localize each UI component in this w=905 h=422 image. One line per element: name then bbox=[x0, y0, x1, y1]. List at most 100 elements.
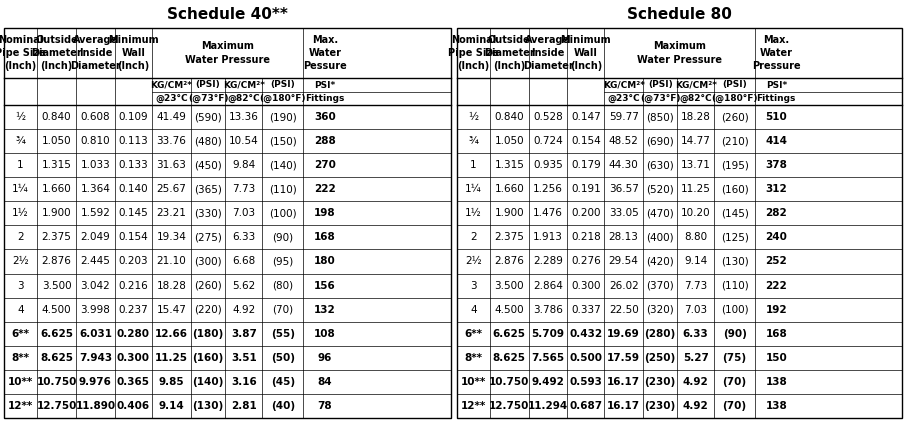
Text: 3.16: 3.16 bbox=[231, 377, 257, 387]
Text: 41.49: 41.49 bbox=[157, 112, 186, 122]
Text: 3: 3 bbox=[471, 281, 477, 291]
Text: 2.375: 2.375 bbox=[42, 233, 71, 242]
Text: (450): (450) bbox=[195, 160, 222, 170]
Text: KG/CM²*: KG/CM²* bbox=[603, 81, 644, 89]
Text: 31.63: 31.63 bbox=[157, 160, 186, 170]
Text: 0.935: 0.935 bbox=[533, 160, 563, 170]
Text: (250): (250) bbox=[644, 353, 676, 363]
Text: 10**: 10** bbox=[8, 377, 33, 387]
Text: 78: 78 bbox=[318, 401, 332, 411]
Text: 18.28: 18.28 bbox=[157, 281, 186, 291]
Text: (140): (140) bbox=[269, 160, 297, 170]
Text: 0.218: 0.218 bbox=[571, 233, 601, 242]
Text: (150): (150) bbox=[269, 136, 297, 146]
Text: 360: 360 bbox=[314, 112, 336, 122]
Text: 378: 378 bbox=[766, 160, 787, 170]
Text: 6.031: 6.031 bbox=[79, 329, 112, 339]
Text: (100): (100) bbox=[269, 208, 297, 218]
Text: (630): (630) bbox=[646, 160, 674, 170]
Text: 48.52: 48.52 bbox=[609, 136, 639, 146]
Text: 6.68: 6.68 bbox=[233, 257, 255, 267]
Text: 2.81: 2.81 bbox=[231, 401, 257, 411]
Text: 9.85: 9.85 bbox=[158, 377, 185, 387]
Text: 252: 252 bbox=[766, 257, 787, 267]
Text: 3.786: 3.786 bbox=[533, 305, 563, 315]
Text: (220): (220) bbox=[195, 305, 222, 315]
Text: KG/CM²*: KG/CM²* bbox=[675, 81, 717, 89]
Text: 10.750: 10.750 bbox=[36, 377, 77, 387]
Text: 270: 270 bbox=[314, 160, 336, 170]
Text: 11.294: 11.294 bbox=[528, 401, 568, 411]
Text: (300): (300) bbox=[195, 257, 222, 267]
Text: 0.500: 0.500 bbox=[569, 353, 603, 363]
Text: 0.179: 0.179 bbox=[571, 160, 601, 170]
Text: 5.709: 5.709 bbox=[531, 329, 565, 339]
Text: (55): (55) bbox=[271, 329, 295, 339]
Text: 15.47: 15.47 bbox=[157, 305, 186, 315]
Text: 7.03: 7.03 bbox=[684, 305, 708, 315]
Text: (400): (400) bbox=[646, 233, 674, 242]
Text: 150: 150 bbox=[766, 353, 787, 363]
Text: 0.145: 0.145 bbox=[119, 208, 148, 218]
Text: ½: ½ bbox=[15, 112, 25, 122]
Text: (50): (50) bbox=[271, 353, 295, 363]
Text: (PSI): (PSI) bbox=[271, 81, 295, 89]
Text: 3.87: 3.87 bbox=[231, 329, 257, 339]
Text: 9.14: 9.14 bbox=[158, 401, 185, 411]
Text: Minimum
Wall
(Inch): Minimum Wall (Inch) bbox=[108, 35, 158, 71]
Text: 0.276: 0.276 bbox=[571, 257, 601, 267]
Text: 2.289: 2.289 bbox=[533, 257, 563, 267]
Text: (275): (275) bbox=[194, 233, 222, 242]
Text: 29.54: 29.54 bbox=[609, 257, 639, 267]
Text: 180: 180 bbox=[314, 257, 336, 267]
Text: PSI*: PSI* bbox=[314, 81, 336, 89]
Text: 0.608: 0.608 bbox=[81, 112, 110, 122]
Text: 3.500: 3.500 bbox=[42, 281, 71, 291]
Text: 4.500: 4.500 bbox=[494, 305, 524, 315]
Text: (260): (260) bbox=[195, 281, 222, 291]
Text: 198: 198 bbox=[314, 208, 336, 218]
Text: 168: 168 bbox=[314, 233, 336, 242]
Text: 0.191: 0.191 bbox=[571, 184, 601, 194]
Text: 2: 2 bbox=[17, 233, 24, 242]
Text: 11.890: 11.890 bbox=[75, 401, 116, 411]
Text: @82°C: @82°C bbox=[680, 94, 712, 103]
Text: Max.
Water
Pessure: Max. Water Pessure bbox=[303, 35, 347, 71]
Text: 13.36: 13.36 bbox=[229, 112, 259, 122]
Text: Maximum
Water Pressure: Maximum Water Pressure bbox=[637, 41, 722, 65]
Text: 1: 1 bbox=[471, 160, 477, 170]
Text: 240: 240 bbox=[766, 233, 787, 242]
Text: (365): (365) bbox=[194, 184, 222, 194]
Text: (420): (420) bbox=[646, 257, 674, 267]
Text: 9.84: 9.84 bbox=[233, 160, 255, 170]
Text: 0.300: 0.300 bbox=[571, 281, 601, 291]
Text: 2.864: 2.864 bbox=[533, 281, 563, 291]
Text: (70): (70) bbox=[272, 305, 293, 315]
Text: 10.750: 10.750 bbox=[489, 377, 529, 387]
Text: 8**: 8** bbox=[12, 353, 30, 363]
Text: 156: 156 bbox=[314, 281, 336, 291]
Text: 21.10: 21.10 bbox=[157, 257, 186, 267]
Text: 3: 3 bbox=[17, 281, 24, 291]
Text: 414: 414 bbox=[766, 136, 787, 146]
Text: 1.660: 1.660 bbox=[42, 184, 71, 194]
Text: 108: 108 bbox=[314, 329, 336, 339]
Text: (90): (90) bbox=[272, 233, 293, 242]
Text: 59.77: 59.77 bbox=[609, 112, 639, 122]
Text: (195): (195) bbox=[720, 160, 748, 170]
Text: 1.900: 1.900 bbox=[42, 208, 71, 218]
Text: Minimum
Wall
(Inch): Minimum Wall (Inch) bbox=[560, 35, 611, 71]
Text: 0.133: 0.133 bbox=[119, 160, 148, 170]
Text: 0.724: 0.724 bbox=[533, 136, 563, 146]
Text: 0.840: 0.840 bbox=[494, 112, 524, 122]
Text: (130): (130) bbox=[193, 401, 224, 411]
Text: (520): (520) bbox=[646, 184, 674, 194]
Text: ½: ½ bbox=[469, 112, 479, 122]
Text: 288: 288 bbox=[314, 136, 336, 146]
Text: 2.876: 2.876 bbox=[42, 257, 71, 267]
Text: 12**: 12** bbox=[8, 401, 33, 411]
Text: 22.50: 22.50 bbox=[609, 305, 639, 315]
Text: (110): (110) bbox=[720, 281, 748, 291]
Text: 0.280: 0.280 bbox=[117, 329, 150, 339]
Text: 23.21: 23.21 bbox=[157, 208, 186, 218]
